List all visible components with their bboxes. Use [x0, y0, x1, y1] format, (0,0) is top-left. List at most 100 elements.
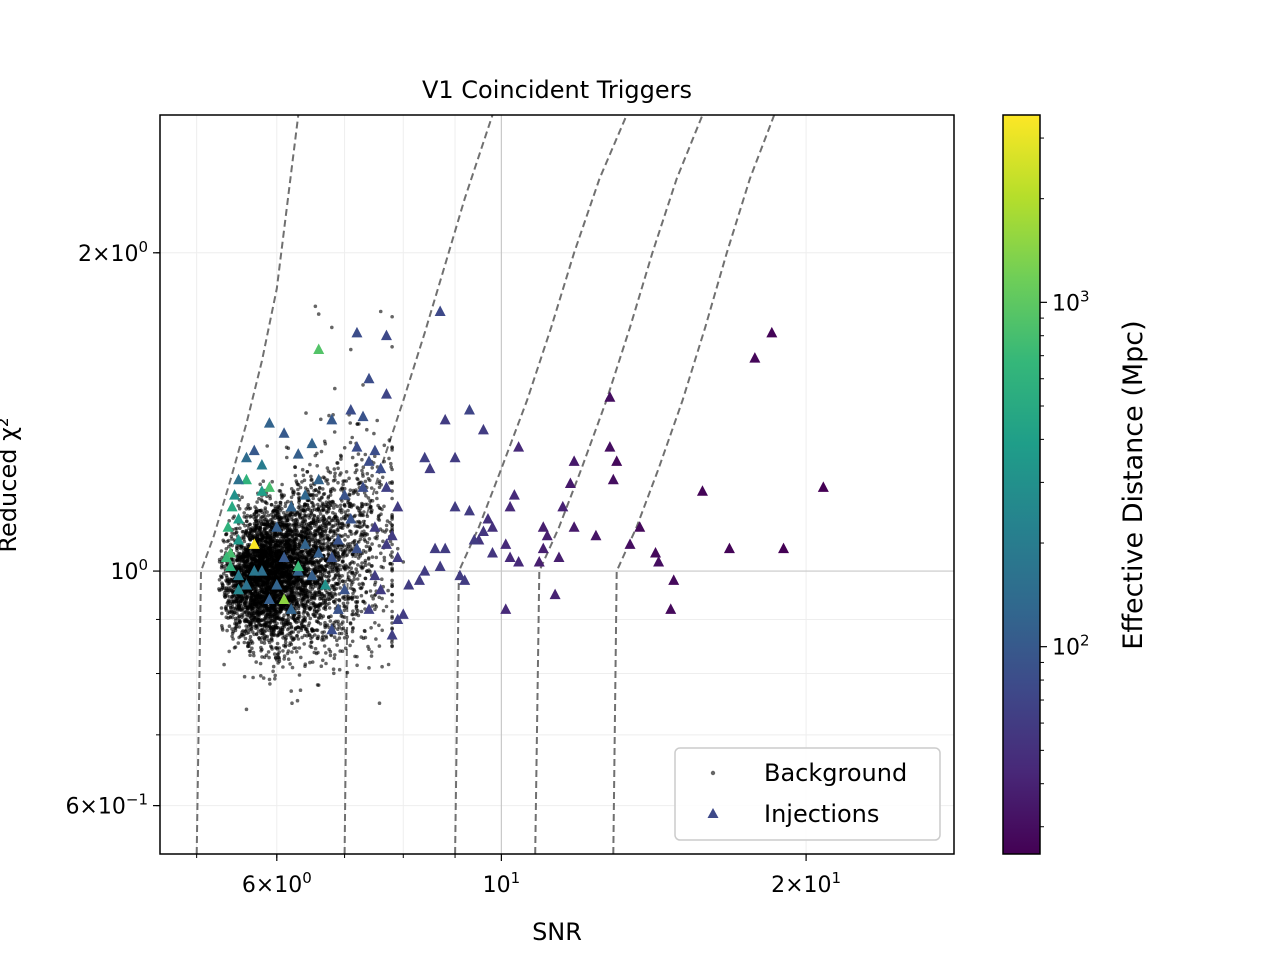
background-point: [389, 465, 394, 469]
background-point: [300, 559, 305, 564]
background-point: [259, 516, 263, 520]
background-point: [317, 590, 322, 594]
background-point: [326, 533, 330, 538]
background-point: [321, 487, 325, 491]
background-point: [292, 646, 296, 650]
background-point: [284, 636, 288, 641]
background-point: [352, 503, 356, 507]
background-point: [363, 576, 368, 581]
background-point: [236, 551, 241, 556]
background-point: [235, 548, 239, 553]
background-point: [311, 612, 315, 617]
background-point: [281, 510, 286, 515]
background-point: [367, 537, 372, 541]
background-point: [303, 664, 307, 668]
background-point: [286, 523, 290, 527]
background-point: [339, 622, 344, 626]
background-point: [290, 517, 294, 522]
background-point: [370, 542, 374, 546]
background-point: [326, 481, 330, 486]
background-point: [320, 597, 325, 601]
background-point: [269, 618, 274, 623]
background-point: [305, 599, 310, 604]
background-point: [243, 636, 248, 641]
background-point: [241, 614, 245, 618]
background-point: [362, 491, 367, 495]
background-point: [333, 653, 337, 657]
background-point: [360, 457, 364, 462]
background-point: [246, 503, 251, 507]
background-point: [250, 552, 254, 556]
background-point: [296, 630, 301, 634]
background-point: [219, 549, 224, 553]
background-point: [262, 533, 267, 538]
background-point: [341, 601, 346, 606]
background-point: [344, 470, 349, 474]
background-point: [298, 579, 302, 583]
background-point: [261, 676, 266, 680]
background-point: [246, 644, 250, 649]
background-point: [326, 591, 331, 596]
background-point: [280, 482, 284, 487]
background-point: [336, 622, 341, 626]
background-point: [248, 653, 252, 657]
background-point: [302, 564, 307, 569]
background-point: [380, 664, 384, 669]
background-point: [267, 523, 272, 527]
background-point: [233, 618, 238, 623]
background-point: [305, 487, 310, 492]
background-point: [313, 541, 318, 545]
background-point: [348, 529, 352, 533]
background-point: [340, 521, 345, 526]
background-point: [252, 600, 256, 605]
background-point: [272, 537, 277, 541]
background-point: [337, 522, 342, 526]
background-point: [291, 551, 296, 555]
background-point: [322, 630, 327, 634]
background-point: [276, 553, 281, 557]
background-point: [254, 660, 258, 664]
background-point: [281, 649, 285, 653]
background-point: [390, 644, 394, 649]
background-point: [300, 549, 304, 553]
background-point: [244, 530, 248, 534]
background-point: [318, 597, 322, 601]
background-point: [219, 575, 224, 579]
background-point: [296, 625, 300, 629]
background-point: [248, 621, 252, 626]
background-point: [238, 594, 243, 599]
background-point: [390, 626, 394, 630]
background-point: [250, 529, 255, 533]
background-point: [359, 609, 364, 614]
background-point: [296, 492, 300, 496]
background-point: [313, 633, 317, 637]
background-point: [327, 601, 331, 606]
background-point: [299, 655, 303, 660]
background-point: [271, 550, 275, 554]
background-point: [247, 630, 251, 635]
background-point: [303, 508, 308, 512]
background-point: [253, 576, 258, 580]
background-point: [317, 490, 321, 495]
background-point: [355, 577, 360, 581]
background-point: [318, 613, 323, 618]
background-point: [386, 588, 390, 593]
background-point: [349, 505, 354, 509]
background-point: [374, 555, 379, 560]
background-point: [266, 513, 271, 518]
background-point: [309, 478, 314, 482]
background-point: [367, 562, 371, 566]
background-point: [233, 527, 238, 531]
background-point: [261, 548, 265, 552]
background-point: [288, 527, 293, 531]
background-point: [332, 506, 336, 510]
background-point: [368, 589, 373, 593]
background-point: [242, 564, 247, 569]
background-point: [321, 601, 325, 605]
background-point: [353, 463, 358, 468]
background-point: [339, 614, 344, 618]
background-point: [323, 605, 328, 610]
background-point: [361, 519, 366, 524]
background-point: [230, 631, 235, 636]
background-point: [355, 422, 360, 426]
